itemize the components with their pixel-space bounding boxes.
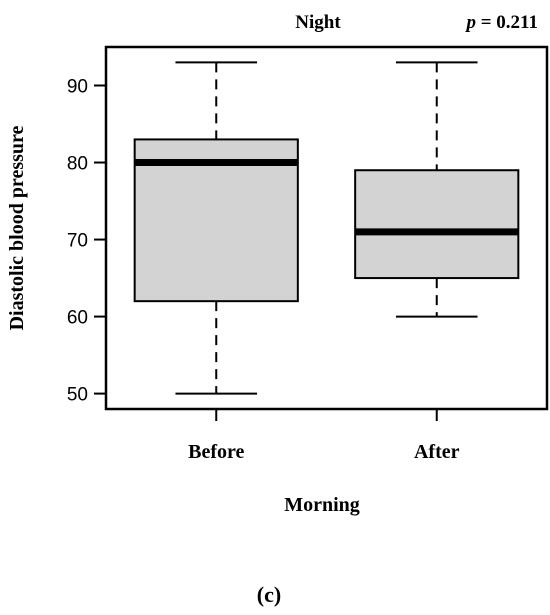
x-axis-label: Morning	[284, 494, 360, 516]
y-axis: 50 60 70 80 90	[67, 77, 106, 406]
y-axis-label: Diastolic blood pressure	[6, 125, 28, 330]
box-after	[354, 61, 520, 318]
x-axis: Before After	[188, 409, 460, 463]
x-tick-label: Before	[188, 441, 244, 463]
box-before	[133, 61, 299, 395]
x-tick-label: After	[414, 441, 460, 463]
box-group	[133, 61, 520, 395]
p-value: = 0.211	[476, 12, 538, 33]
y-tick-label: 90	[67, 77, 88, 98]
chart-title: Night	[295, 12, 341, 33]
y-tick-label: 50	[67, 385, 88, 406]
p-value-annotation: p = 0.211	[464, 12, 538, 33]
y-tick-label: 80	[67, 154, 88, 175]
plot-frame	[104, 45, 549, 411]
y-tick-label: 60	[67, 308, 88, 329]
iqr-box	[354, 169, 520, 280]
p-symbol: p	[464, 12, 476, 33]
y-tick-label: 70	[67, 231, 88, 252]
iqr-box	[133, 138, 299, 303]
panel-label: (c)	[257, 582, 281, 607]
